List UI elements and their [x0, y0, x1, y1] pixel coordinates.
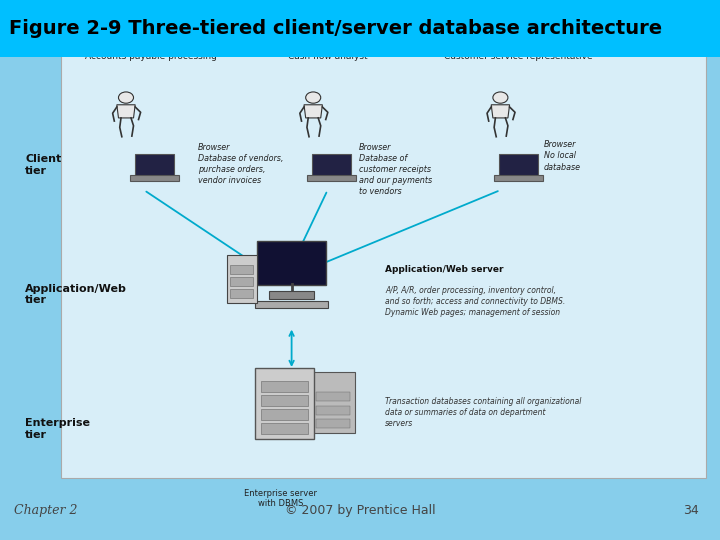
Text: Browser
Database of vendors,
purchase orders,
vendor invoices: Browser Database of vendors, purchase or…	[198, 143, 284, 185]
Text: Accounts payable processing: Accounts payable processing	[85, 52, 217, 61]
FancyBboxPatch shape	[307, 175, 356, 181]
Polygon shape	[117, 105, 135, 118]
Polygon shape	[491, 105, 510, 118]
FancyBboxPatch shape	[269, 291, 314, 299]
FancyBboxPatch shape	[130, 175, 179, 181]
Text: Transaction databases containing all organizational
data or summaries of data on: Transaction databases containing all org…	[385, 397, 582, 428]
Circle shape	[119, 92, 133, 103]
Text: Chapter 2: Chapter 2	[14, 504, 78, 517]
Text: A/P, A/R, order processing, inventory control,
and so forth; access and connecti: A/P, A/R, order processing, inventory co…	[385, 286, 565, 318]
Text: Client
tier: Client tier	[25, 154, 61, 176]
FancyBboxPatch shape	[255, 301, 328, 308]
FancyBboxPatch shape	[261, 395, 308, 406]
FancyBboxPatch shape	[0, 0, 720, 57]
Text: Browser
No local
database: Browser No local database	[544, 140, 580, 172]
Text: Browser
Database of
customer receipts
and our payments
to vendors: Browser Database of customer receipts an…	[359, 143, 432, 197]
Text: © 2007 by Prentice Hall: © 2007 by Prentice Hall	[284, 504, 436, 517]
FancyBboxPatch shape	[256, 368, 314, 439]
FancyBboxPatch shape	[499, 154, 538, 177]
Text: Cash flow analyst: Cash flow analyst	[288, 52, 367, 61]
FancyBboxPatch shape	[312, 154, 351, 177]
FancyBboxPatch shape	[230, 289, 253, 298]
FancyBboxPatch shape	[230, 277, 253, 286]
Polygon shape	[304, 105, 323, 118]
FancyBboxPatch shape	[494, 175, 543, 181]
FancyBboxPatch shape	[61, 46, 706, 478]
Circle shape	[306, 92, 320, 103]
Text: Enterprise server
with DBMS: Enterprise server with DBMS	[244, 489, 318, 508]
FancyBboxPatch shape	[317, 419, 350, 428]
FancyBboxPatch shape	[230, 265, 253, 274]
FancyBboxPatch shape	[317, 406, 350, 415]
Text: Application/Web server: Application/Web server	[385, 266, 504, 274]
FancyBboxPatch shape	[261, 409, 308, 420]
Text: Application/Web
tier: Application/Web tier	[25, 284, 127, 305]
Text: Customer service representative: Customer service representative	[444, 52, 593, 61]
FancyBboxPatch shape	[312, 372, 355, 433]
Text: Enterprise
tier: Enterprise tier	[25, 418, 90, 440]
FancyBboxPatch shape	[261, 381, 308, 392]
FancyBboxPatch shape	[135, 154, 174, 177]
Text: Figure 2-9 Three-tiered client/server database architecture: Figure 2-9 Three-tiered client/server da…	[9, 19, 662, 38]
FancyBboxPatch shape	[227, 255, 257, 303]
FancyBboxPatch shape	[257, 241, 326, 285]
FancyBboxPatch shape	[261, 423, 308, 434]
FancyBboxPatch shape	[317, 392, 350, 401]
Text: 34: 34	[683, 504, 698, 517]
Circle shape	[493, 92, 508, 103]
